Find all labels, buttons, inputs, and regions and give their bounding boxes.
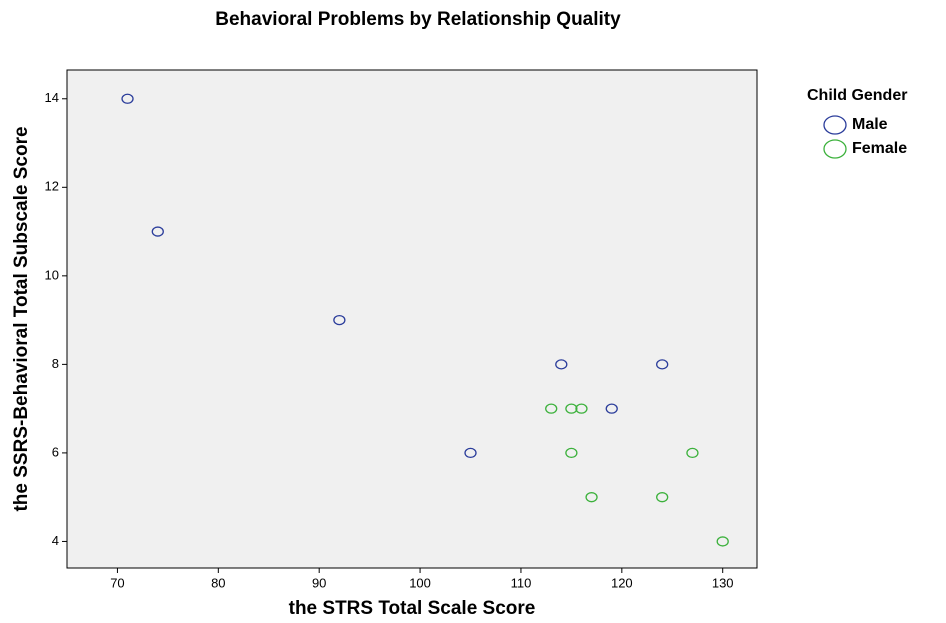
- point: [545, 403, 558, 414]
- legend-title: Child Gender: [807, 87, 907, 104]
- y-tick-label: 8: [52, 356, 59, 371]
- y-axis-title: the SSRS-Behavioral Total Subscale Score: [11, 126, 32, 511]
- x-tick-label: 90: [312, 575, 326, 590]
- x-tick-label: 70: [110, 575, 124, 590]
- x-tick-label: 130: [712, 575, 734, 590]
- y-tick-label: 14: [45, 90, 59, 105]
- point: [605, 403, 618, 414]
- x-tick-label: 120: [611, 575, 633, 590]
- y-tick-label: 6: [52, 444, 59, 459]
- point: [333, 314, 346, 326]
- chart-title: Behavioral Problems by Relationship Qual…: [215, 9, 621, 30]
- point: [464, 447, 477, 459]
- point: [555, 359, 568, 370]
- legend-label: Male: [852, 116, 888, 133]
- legend-symbol: [823, 139, 847, 159]
- x-tick-label: 80: [211, 575, 225, 590]
- y-tick-label: 4: [52, 533, 59, 548]
- x-tick-label: 100: [409, 575, 431, 590]
- point: [716, 536, 729, 547]
- point: [656, 359, 669, 370]
- point: [565, 403, 578, 414]
- point: [565, 447, 578, 459]
- y-tick-label: 10: [45, 267, 59, 282]
- legend-symbol: [823, 115, 847, 135]
- plot-area: [66, 69, 758, 569]
- point: [686, 447, 699, 459]
- x-tick-label: 110: [511, 575, 532, 590]
- point: [151, 226, 164, 237]
- y-tick-label: 12: [45, 179, 59, 194]
- point: [585, 492, 598, 503]
- legend-label: Female: [852, 140, 907, 157]
- point: [656, 492, 669, 503]
- x-axis-title: the STRS Total Scale Score: [289, 598, 536, 619]
- point: [575, 403, 588, 414]
- point: [121, 93, 134, 104]
